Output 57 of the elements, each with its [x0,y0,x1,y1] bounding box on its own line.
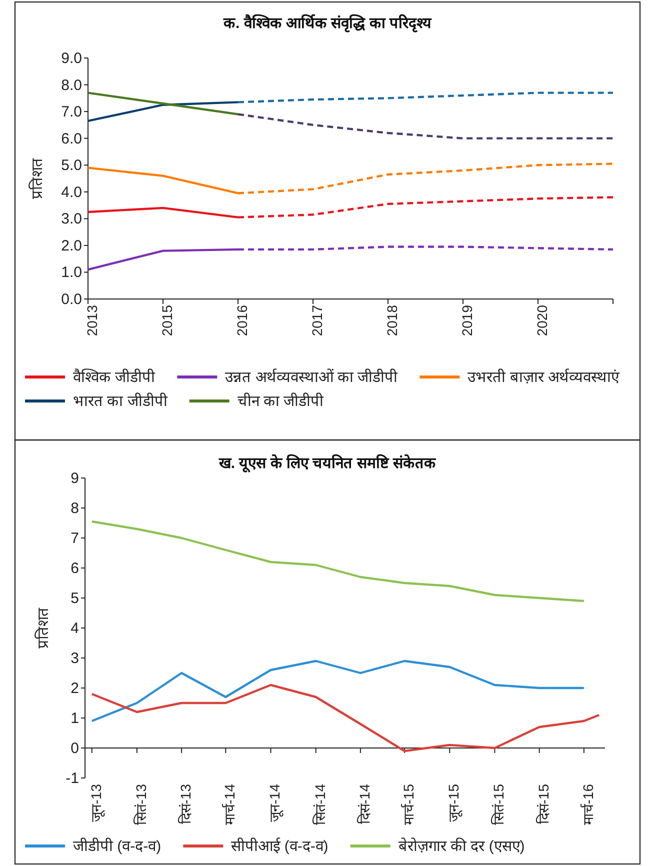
x-tick-label: सितं-14 [312,784,328,826]
y-axis-title: प्रतिशत [34,608,52,648]
legend-label: उन्नत अर्थव्यवस्थाओं का जीडीपी [225,368,399,386]
legend-label: सीपीआई (व-द-व) [231,837,328,855]
x-tick-label: जून-15 [446,784,463,822]
y-axis-title: प्रतिशत [28,158,46,199]
x-tick-label: दिसं-13 [178,784,194,824]
x-tick-label: जून-14 [266,784,284,822]
x-tick-label: मार्च-15 [400,784,417,826]
y-tick-label: 7.0 [61,104,82,121]
line-series [90,520,586,602]
line-series [236,92,614,104]
x-tick-label: 2013 [84,304,100,336]
x-tick-label: 2015 [159,304,175,336]
x-tick-label: 2019 [459,304,475,336]
line-series [236,113,614,140]
line-series [90,660,586,722]
y-tick-label: 4 [70,620,79,637]
y-tick-label: 5 [70,590,79,607]
x-tick-label: जून-13 [88,784,105,822]
chart-title: क. वैश्विक आर्थिक संवृद्धि का परिदृश्य [222,14,432,33]
y-tick-label: 9.0 [61,50,82,67]
x-tick-label: 2016 [234,304,250,336]
legend-label: भारत का जीडीपी [73,392,168,410]
x-tick-label: सितं-13 [132,784,149,826]
y-tick-label: 0 [70,740,79,757]
y-tick-label: 8.0 [61,76,82,94]
x-tick-label: सितं-15 [490,784,507,826]
y-tick-label: 3 [70,650,79,667]
y-tick-label: -1 [66,770,79,787]
y-tick-label: 8 [70,500,79,517]
x-tick-label: 2018 [384,304,400,336]
y-tick-label: 3.0 [61,210,82,228]
y-tick-label: 2.0 [61,237,82,254]
y-tick-label: 5.0 [61,157,82,174]
y-tick-label: 6 [70,560,79,577]
legend-label: चीन का जीडीपी [237,392,325,410]
legend-label: वैश्विक जीडीपी [73,368,156,386]
x-tick-label: दिसं-14 [356,784,372,824]
legend-label: उभरती बाज़ार अर्थव्यवस्थाएं [468,368,620,386]
x-tick-label: 2020 [534,304,550,336]
legend-label: बेरोज़गार की दर (एसए) [398,837,525,855]
y-tick-label: 9 [70,470,79,487]
y-tick-label: 2 [70,680,79,697]
line-series [90,684,600,752]
x-tick-label: मार्च-16 [580,784,596,826]
y-tick-label: 1 [70,710,79,727]
x-tick-label: मार्च-14 [222,784,238,826]
y-tick-label: 1.0 [61,264,82,282]
y-tick-label: 6.0 [61,130,82,148]
x-tick-label: 2017 [309,304,325,336]
y-tick-label: 4.0 [61,184,82,201]
y-tick-label: 0.0 [61,291,82,308]
legend-label: जीडीपी (व-द-व) [73,837,162,855]
y-tick-label: 7 [70,530,79,547]
chart-title: ख. यूएस के लिए चयनित समष्टि संकेतक [218,454,438,473]
x-tick-label: दिसं-15 [535,784,552,824]
